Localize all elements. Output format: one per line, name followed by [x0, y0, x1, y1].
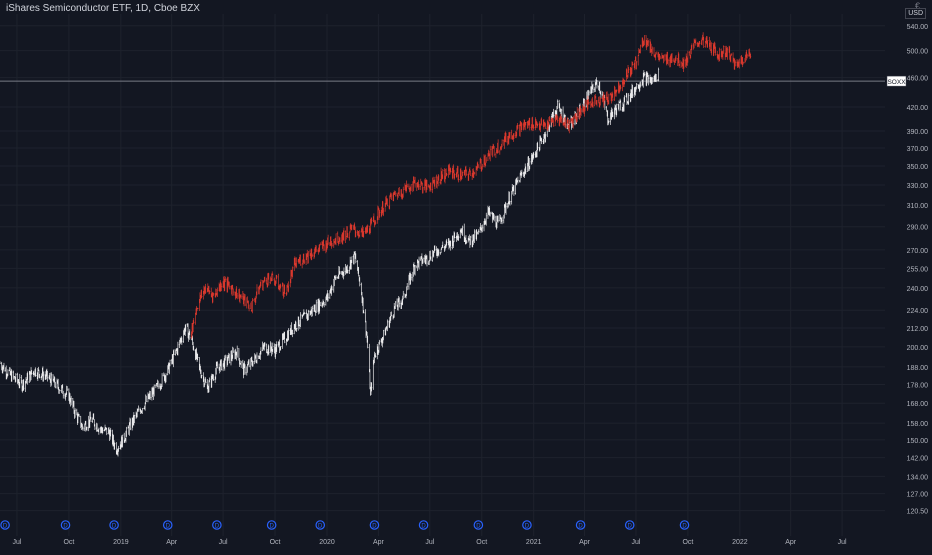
dividend-marker-circle: [109, 520, 119, 530]
dividend-marker-label: D: [525, 524, 530, 530]
y-tick-label: 420.00: [907, 105, 929, 112]
dividend-marker-circle: [0, 520, 10, 530]
currency-badge[interactable]: USD: [905, 8, 926, 19]
dividend-marker-label: D: [3, 524, 8, 530]
y-tick-label: 255.00: [907, 266, 929, 273]
x-tick-label: 2021: [526, 539, 542, 546]
x-tick-label: Apr: [373, 539, 385, 546]
scale-settings-icon[interactable]: €: [914, 1, 920, 11]
dividend-marker-label: D: [166, 524, 171, 530]
x-tick-label: 2020: [319, 539, 335, 546]
dividend-marker-circle: [60, 520, 71, 530]
dividend-marker-circle: [679, 520, 690, 530]
dividend-marker-circle: [473, 520, 484, 530]
y-tick-label: 330.00: [907, 183, 929, 190]
x-tick-label: Apr: [785, 539, 797, 546]
y-tick-label: 127.00: [907, 492, 929, 499]
dividend-marker[interactable]: D: [418, 520, 429, 530]
y-tick-label: 150.00: [907, 438, 929, 445]
dividend-marker[interactable]: D: [522, 520, 532, 530]
dividend-marker[interactable]: D: [473, 520, 484, 530]
y-tick-label: 240.00: [907, 286, 929, 293]
y-tick-label: 370.00: [907, 146, 929, 153]
y-tick-label: 158.00: [907, 421, 929, 428]
x-tick-label: 2019: [113, 539, 129, 546]
y-tick-label: 200.00: [907, 345, 929, 352]
dividend-marker[interactable]: D: [266, 520, 277, 530]
dividend-marker-circle: [575, 520, 586, 530]
y-tick-label: 188.00: [907, 365, 929, 372]
chart-title: iShares Semiconductor ETF, 1D, Cboe BZX: [6, 3, 200, 14]
y-tick-label: 212.00: [907, 326, 929, 333]
dividend-marker[interactable]: D: [575, 520, 586, 530]
y-tick-label: 120.50: [907, 509, 929, 516]
symbol-tag-label: SOXX: [887, 79, 906, 86]
x-tick-label: Oct: [63, 539, 74, 546]
y-tick-label: 460.00: [907, 76, 929, 83]
x-tick-label: Oct: [476, 539, 487, 546]
dividend-marker[interactable]: D: [60, 520, 71, 530]
symbol-tag-box: [886, 75, 907, 87]
x-tick-label: Apr: [579, 539, 591, 546]
y-tick-label: 350.00: [907, 164, 929, 171]
dividend-marker-label: D: [215, 524, 220, 530]
dividend-marker-label: D: [63, 524, 68, 530]
dividend-marker-circle: [522, 520, 532, 530]
y-tick-label: 390.00: [907, 129, 929, 136]
dividend-marker[interactable]: D: [315, 520, 326, 530]
dividend-marker[interactable]: D: [624, 520, 635, 530]
x-tick-label: Jul: [838, 539, 847, 546]
dividend-marker-label: D: [682, 524, 687, 530]
y-tick-label: 270.00: [907, 248, 929, 255]
series-primary: [0, 67, 660, 457]
dividend-marker-circle: [212, 520, 222, 530]
x-tick-label: Oct: [270, 539, 281, 546]
dividend-marker[interactable]: D: [109, 520, 119, 530]
dividend-marker-label: D: [628, 524, 633, 530]
y-tick-label: 224.00: [907, 308, 929, 315]
dividend-marker[interactable]: D: [369, 520, 380, 530]
y-tick-label: 310.00: [907, 203, 929, 210]
dividend-marker-circle: [418, 520, 429, 530]
dividend-marker[interactable]: D: [0, 520, 10, 530]
dividend-marker-label: D: [578, 524, 583, 530]
series-comparison-bars: [190, 32, 752, 340]
dividend-marker-circle: [369, 520, 380, 530]
dividend-marker[interactable]: D: [212, 520, 222, 530]
y-tick-label: 290.00: [907, 225, 929, 232]
y-tick-label: 142.00: [907, 456, 929, 463]
y-tick-label: 540.00: [907, 24, 929, 31]
series-primary-bars: [0, 67, 660, 457]
y-tick-label: 500.00: [907, 49, 929, 56]
dividend-marker-label: D: [269, 524, 274, 530]
dividend-marker-circle: [624, 520, 635, 530]
x-tick-label: Jul: [12, 539, 21, 546]
x-tick-label: 2022: [732, 539, 748, 546]
dividend-marker-label: D: [421, 524, 426, 530]
dividend-marker-label: D: [112, 524, 117, 530]
y-tick-label: 178.00: [907, 383, 929, 390]
dividend-marker-circle: [162, 520, 173, 530]
dividend-marker-label: D: [318, 524, 323, 530]
dividend-marker-label: D: [476, 524, 481, 530]
series-comparison: [190, 32, 752, 340]
x-tick-label: Jul: [631, 539, 640, 546]
x-tick-label: Oct: [682, 539, 693, 546]
dividend-marker-circle: [266, 520, 277, 530]
y-tick-label: 168.00: [907, 401, 929, 408]
dividend-marker[interactable]: D: [679, 520, 690, 530]
dividend-marker-label: D: [372, 524, 377, 530]
dividend-marker-circle: [315, 520, 326, 530]
x-tick-label: Apr: [166, 539, 178, 546]
x-tick-label: Jul: [219, 539, 228, 546]
dividend-marker[interactable]: D: [162, 520, 173, 530]
x-tick-label: Jul: [425, 539, 434, 546]
y-tick-label: 134.00: [907, 474, 929, 481]
